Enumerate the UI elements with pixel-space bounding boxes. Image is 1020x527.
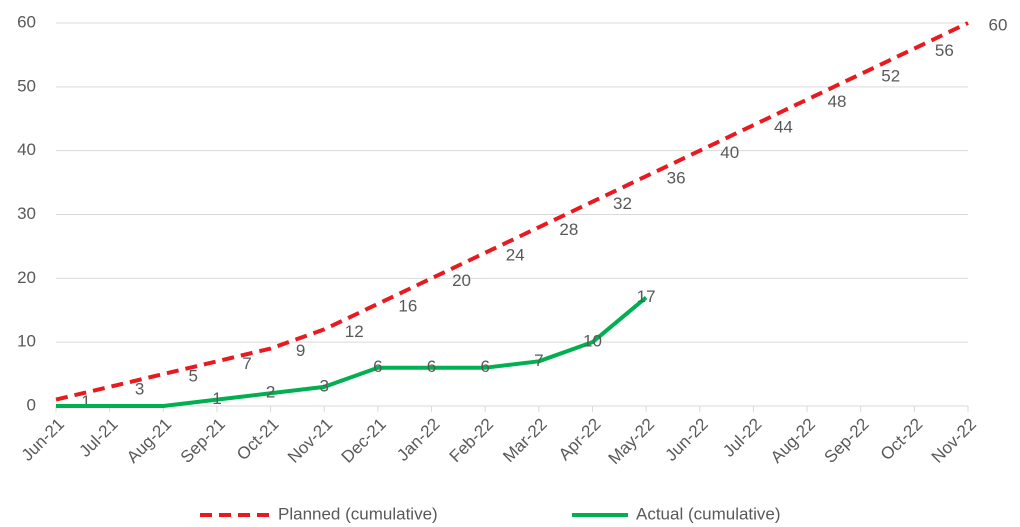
data-label: 17: [637, 287, 656, 306]
data-label: 60: [989, 15, 1008, 34]
series-line: [56, 295, 648, 408]
data-label: 1: [81, 392, 90, 411]
data-label: 32: [613, 194, 632, 213]
series-line: [55, 21, 969, 402]
x-tick-label: Jun-21: [18, 415, 68, 465]
data-label: 48: [828, 92, 847, 111]
data-label: 36: [667, 169, 686, 188]
y-tick-label: 10: [17, 332, 36, 351]
data-label: 7: [242, 354, 251, 373]
x-tick-label: Aug-21: [123, 415, 175, 467]
data-label: 6: [373, 357, 382, 376]
x-tick-label: Nov-22: [928, 415, 980, 467]
data-label: 6: [427, 357, 436, 376]
x-tick-label: Mar-22: [499, 415, 551, 467]
data-label: 52: [881, 67, 900, 86]
x-tick-label: May-22: [605, 415, 659, 469]
data-label: 24: [506, 245, 525, 264]
data-label: 20: [452, 271, 471, 290]
y-tick-label: 40: [17, 140, 36, 159]
data-label: 7: [534, 351, 543, 370]
x-tick-label: Jul-22: [719, 415, 765, 461]
data-label: 9: [296, 341, 305, 360]
data-label: 3: [320, 376, 329, 395]
x-tick-label: Jul-21: [75, 415, 121, 461]
x-tick-label: Aug-22: [767, 415, 819, 467]
data-label: 16: [398, 296, 417, 315]
x-tick-label: Feb-22: [446, 415, 498, 467]
x-tick-label: Apr-22: [555, 415, 605, 465]
data-label: 28: [559, 220, 578, 239]
data-label: 6: [480, 357, 489, 376]
x-tick-label: Sep-22: [821, 415, 873, 467]
legend-label: Actual (cumulative): [636, 504, 781, 523]
x-tick-label: Nov-21: [284, 415, 336, 467]
x-tick-label: Oct-21: [233, 415, 283, 465]
x-tick-label: Dec-21: [338, 415, 390, 467]
data-label: 10: [583, 332, 602, 351]
y-tick-label: 30: [17, 204, 36, 223]
data-label: 5: [189, 367, 198, 386]
x-tick-label: Jan-22: [393, 415, 443, 465]
data-label: 1: [212, 389, 221, 408]
data-label: 2: [266, 383, 275, 402]
y-tick-label: 50: [17, 76, 36, 95]
y-tick-label: 20: [17, 268, 36, 287]
data-label: 56: [935, 41, 954, 60]
x-tick-label: Jun-22: [662, 415, 712, 465]
data-label: 3: [135, 379, 144, 398]
data-label: 40: [720, 143, 739, 162]
x-tick-label: Oct-22: [877, 415, 927, 465]
legend-label: Planned (cumulative): [278, 504, 438, 523]
y-tick-label: 60: [17, 12, 36, 31]
data-label: 44: [774, 118, 793, 137]
x-tick-label: Sep-21: [177, 415, 229, 467]
data-label: 12: [345, 322, 364, 341]
y-tick-label: 0: [27, 395, 36, 414]
